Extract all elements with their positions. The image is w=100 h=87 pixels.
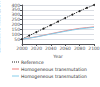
svg-text:Cumulative mass (t/GWe): Cumulative mass (t/GWe)	[0, 0, 1, 53]
svg-text:2020: 2020	[31, 46, 43, 51]
svg-text:2100: 2100	[88, 46, 100, 51]
svg-text:150: 150	[11, 27, 20, 32]
svg-text:350: 350	[11, 7, 20, 12]
svg-text:300: 300	[11, 12, 20, 17]
svg-text:Year: Year	[52, 54, 63, 59]
svg-text:Reference: Reference	[21, 60, 44, 65]
svg-text:2040: 2040	[45, 46, 57, 51]
svg-text:2060: 2060	[59, 46, 71, 51]
svg-text:Homogeneous transmutation: Homogeneous transmutation	[21, 67, 87, 72]
svg-text:Homogeneous transmutation: Homogeneous transmutation	[21, 74, 87, 79]
svg-text:250: 250	[11, 17, 20, 22]
svg-text:2080: 2080	[74, 46, 86, 51]
svg-text:2000: 2000	[16, 46, 28, 51]
svg-text:200: 200	[11, 22, 20, 27]
svg-text:50: 50	[14, 37, 20, 42]
svg-text:400: 400	[11, 3, 20, 8]
svg-text:100: 100	[11, 32, 20, 37]
